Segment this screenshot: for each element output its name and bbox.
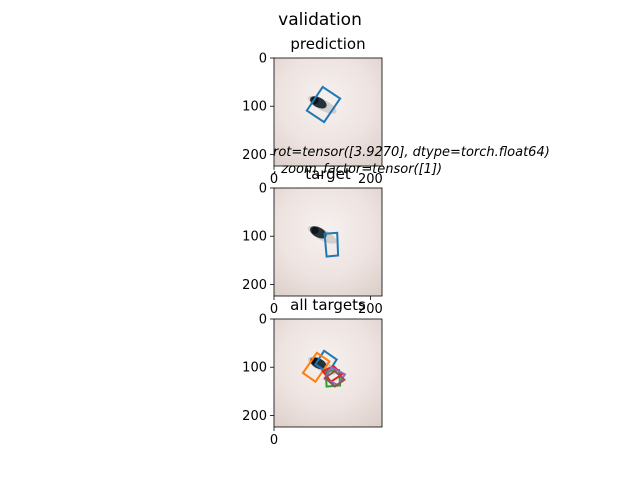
x-tick-label-200: 200 <box>358 172 383 187</box>
panel-title: all targets <box>290 296 366 314</box>
y-tick-label-100: 100 <box>242 100 267 115</box>
figure-title: validation <box>278 10 362 30</box>
axes-frame <box>273 187 383 297</box>
x-tick-label-0: 0 <box>270 433 278 448</box>
y-tick-label-100: 100 <box>242 361 267 376</box>
y-tick-label-0: 0 <box>259 52 267 67</box>
x-tick-label-0: 0 <box>270 302 278 317</box>
y-tick-label-200: 200 <box>242 148 267 163</box>
x-tick-label-200: 200 <box>358 302 383 317</box>
bounding-box-2 <box>301 351 331 384</box>
object-cap <box>311 226 319 235</box>
bounding-box-6 <box>323 369 347 388</box>
y-tick-label-200: 200 <box>242 409 267 424</box>
y-tick-label-0: 0 <box>259 313 267 328</box>
panel-title: prediction <box>290 35 365 53</box>
y-tick-label-0: 0 <box>259 182 267 197</box>
annotation-line-1: rot=tensor([3.9270], dtype=torch.float64… <box>273 145 550 160</box>
axes-frame <box>273 57 383 167</box>
bounding-box-1 <box>305 85 342 124</box>
axes-frame <box>273 318 383 428</box>
y-tick-label-100: 100 <box>242 230 267 245</box>
annotation-line-2: , zoom_factor=tensor([1]) <box>273 162 442 177</box>
y-tick-label-200: 200 <box>242 278 267 293</box>
x-tick-label-0: 0 <box>270 172 278 187</box>
bounding-box-1 <box>323 231 340 258</box>
panel-title: target <box>305 165 351 183</box>
